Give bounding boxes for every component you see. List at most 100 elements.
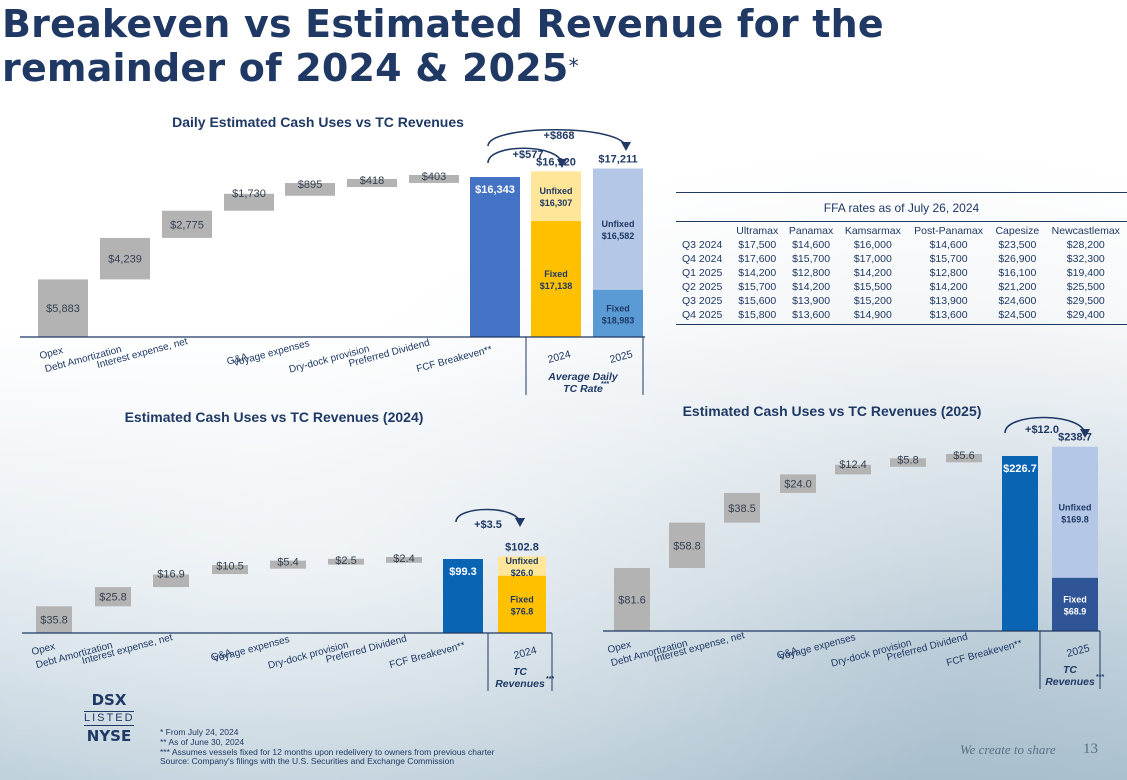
breakeven-value-label: $226.7 — [1003, 463, 1037, 475]
breakeven-bar — [1002, 456, 1038, 631]
page-title: Breakeven vs Estimated Revenue for the r… — [2, 2, 884, 90]
logo-line2: LISTED — [84, 711, 135, 726]
ffa-table-header: Ultramax Panamax Kamsarmax Post-Panamax Cape… — [676, 222, 1127, 238]
ffa-cell: $13,900 — [929, 295, 968, 307]
page-title-line2-text: remainder of 2024 & 2025 — [2, 46, 569, 90]
waterfall-bar — [835, 464, 871, 475]
fixed-name-label: Fixed — [1063, 594, 1087, 604]
bar-value-label: $2.4 — [393, 553, 414, 565]
ffa-cell: $32,300 — [1066, 253, 1105, 265]
ffa-row-header: Q2 2025 — [682, 281, 723, 293]
bar-value-label: $403 — [422, 171, 446, 183]
bar-value-label: $5.8 — [897, 454, 918, 466]
ffa-cell: $26,900 — [998, 253, 1037, 265]
fixed-segment — [531, 221, 581, 337]
ffa-cell: $15,800 — [731, 308, 784, 325]
unfixed-value-label: $26.0 — [511, 568, 534, 578]
unfixed-name-label: Unfixed — [505, 556, 538, 566]
waterfall-bar — [95, 587, 131, 607]
category-label: G&A — [776, 645, 800, 661]
fixed-value-label: $17,138 — [540, 281, 573, 291]
breakeven-value-label: $16,343 — [475, 184, 515, 196]
annotation-label: +$3.5 — [474, 519, 502, 531]
bar-value-label: $2,775 — [170, 219, 204, 231]
fixed-name-label: Fixed — [510, 594, 534, 604]
ffa-cell: $12,800 — [792, 267, 831, 279]
bar-value-label: $2.5 — [335, 555, 356, 567]
page-title-mark: * — [568, 54, 579, 78]
footnote: *** Assumes vessels fixed for 12 months … — [160, 746, 495, 757]
annotation-label: +$577 — [513, 149, 544, 161]
category-label: G&A — [210, 647, 234, 663]
ffa-cell: $17,000 — [853, 253, 892, 265]
ffa-row-header: Q4 2024 — [682, 253, 723, 265]
waterfall-bar — [614, 568, 650, 631]
annotation-label: +$12.0 — [1025, 424, 1059, 436]
fixed-value-label: $68.9 — [1064, 606, 1087, 616]
bar-value-label: $12.4 — [839, 459, 867, 471]
revenue-group-label-line1: TC — [513, 666, 527, 678]
ffa-cell: $13,900 — [792, 295, 831, 307]
footnotes: * From July 24, 2024 ** As of June 30, 2… — [160, 727, 495, 767]
revenue-group-mark: *** — [601, 381, 609, 388]
annotation-arrowhead — [621, 142, 631, 151]
bar-value-label: $1,730 — [232, 188, 266, 200]
bar-value-label: $35.8 — [40, 615, 68, 627]
ffa-cell: $17,500 — [738, 239, 777, 251]
ffa-table-panel: FFA rates as of July 26, 2024 Ultramax Pa… — [676, 192, 1127, 325]
waterfall-bar — [724, 492, 760, 523]
bar-value-label: $10.5 — [216, 561, 244, 573]
ffa-cell: $15,500 — [853, 281, 892, 293]
bar-value-label: $38.5 — [728, 503, 756, 515]
bar-value-label: $5.4 — [277, 557, 298, 569]
table-row: Q2 2025 $15,700 $14,200 $15,500 $14,200 $21,2… — [676, 280, 1127, 294]
ffa-table: Ultramax Panamax Kamsarmax Post-Panamax Cape… — [676, 222, 1127, 325]
ffa-cell: $24,500 — [990, 308, 1045, 325]
bar-value-label: $5,883 — [46, 303, 80, 315]
revenue-group-label-line1: TC — [1063, 664, 1077, 676]
unfixed-value-label: $169.8 — [1061, 514, 1089, 524]
ffa-cell: $15,600 — [738, 295, 777, 307]
footer-tagline: We create to share — [960, 742, 1056, 757]
ffa-row-header: Q3 2025 — [682, 295, 723, 307]
ffa-row-header: Q4 2025 — [676, 308, 732, 325]
ffa-cell: $14,600 — [929, 239, 968, 251]
revenue-group-label-line2: Revenues — [495, 678, 545, 690]
ffa-cell: $16,000 — [853, 239, 892, 251]
waterfall-bar — [153, 574, 189, 588]
revenue-category-label: 2024 — [512, 644, 538, 662]
bar-value-label: $25.8 — [99, 592, 127, 604]
bar-value-label: $5.6 — [953, 450, 974, 462]
fixed-name-label: Fixed — [606, 303, 630, 313]
footnote: ** As of June 30, 2024 — [160, 736, 245, 747]
ffa-cell: $16,100 — [998, 267, 1037, 279]
fixed-segment — [1052, 577, 1098, 631]
revenue-total-label: $17,211 — [598, 154, 637, 166]
category-label: G&A — [226, 351, 250, 367]
ffa-cell: $14,200 — [929, 281, 968, 293]
logo-line3: NYSE — [86, 727, 132, 745]
waterfall-bar — [386, 557, 422, 563]
unfixed-value-label: $16,582 — [602, 231, 635, 241]
ffa-cell: $13,600 — [907, 308, 991, 325]
waterfall-bar — [162, 210, 212, 238]
bar-value-label: $418 — [360, 175, 384, 187]
annotation-arrowhead — [557, 159, 567, 168]
footnote: * From July 24, 2024 — [160, 727, 239, 737]
nyse-listed-logo: DSX LISTED NYSE — [84, 692, 134, 745]
waterfall-bar — [100, 237, 150, 280]
ffa-cell: $14,200 — [738, 267, 777, 279]
waterfall-bar — [328, 558, 364, 565]
revenue-category-label: 2024 — [546, 348, 572, 366]
bar-value-label: $895 — [298, 179, 322, 191]
waterfall-bar — [38, 279, 88, 337]
ffa-column-header — [676, 222, 731, 238]
waterfall-bar — [347, 178, 397, 188]
ffa-column-header: Kamsarmax — [844, 225, 901, 237]
bar-value-label: $58.8 — [673, 540, 701, 552]
ffa-table-title: FFA rates as of July 26, 2024 — [676, 192, 1127, 222]
annotation-arrowhead — [1080, 429, 1090, 438]
page-title-line1: Breakeven vs Estimated Revenue for the — [2, 2, 884, 46]
chart-title: Estimated Cash Uses vs TC Revenues (2024… — [125, 409, 424, 425]
